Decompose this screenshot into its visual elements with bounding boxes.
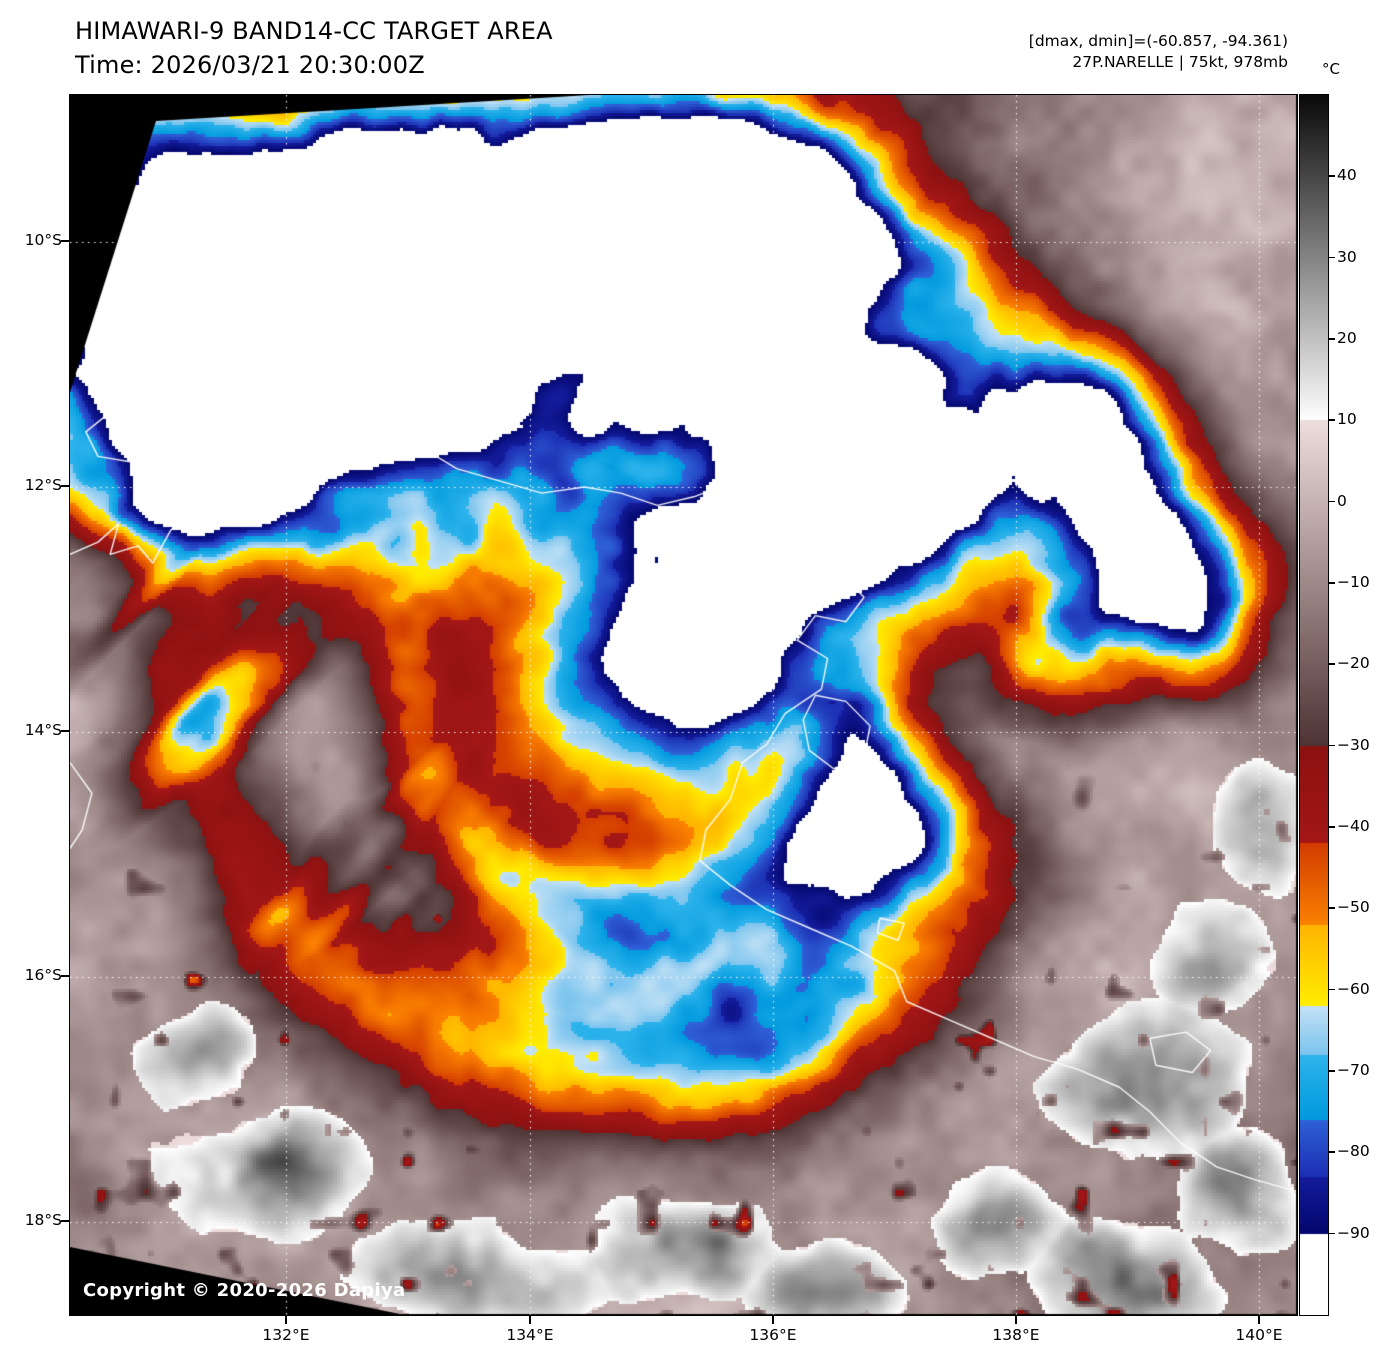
colorbar-tick	[1329, 1232, 1335, 1235]
colorbar-tick-label: −10	[1337, 573, 1370, 591]
lat-tick	[61, 485, 69, 487]
figure-title: HIMAWARI-9 BAND14-CC TARGET AREA	[75, 17, 553, 45]
colorbar-tick-label: 0	[1337, 491, 1347, 510]
colorbar-tick-label: 30	[1337, 247, 1357, 266]
lon-tick	[285, 1316, 287, 1324]
colorbar-tick-label: 10	[1337, 410, 1357, 429]
colorbar-tick	[1329, 256, 1335, 259]
colorbar-tick-label: 40	[1337, 166, 1357, 185]
colorbar-tick-label: −60	[1337, 979, 1370, 998]
colorbar-tick	[1329, 338, 1335, 340]
colorbar-tick	[1329, 663, 1335, 665]
lon-tick	[1015, 1316, 1017, 1324]
figure-time: Time: 2026/03/21 20:30:00Z	[75, 51, 425, 79]
colorbar-tick-label: −70	[1337, 1061, 1370, 1079]
colorbar-tick	[1329, 419, 1335, 421]
colorbar	[1299, 94, 1329, 1316]
dmax-dmin-readout: [dmax, dmin]=(-60.857, -94.361)	[1028, 32, 1288, 50]
colorbar-gradient	[1300, 95, 1328, 1315]
lat-tick-label: 16°S	[24, 966, 62, 984]
satellite-image	[70, 95, 1297, 1315]
figure-header: HIMAWARI-9 BAND14-CC TARGET AREA Time: 2…	[75, 14, 553, 82]
lon-tick	[1258, 1316, 1260, 1324]
lat-tick	[61, 240, 69, 242]
lat-tick-label: 18°S	[24, 1211, 62, 1229]
map-area: Copyright © 2020-2026 Dapiya	[69, 94, 1298, 1316]
lon-tick-label: 136°E	[749, 1326, 797, 1344]
colorbar-tick	[1329, 907, 1335, 909]
colorbar-tick	[1329, 175, 1335, 177]
lon-tick-label: 134°E	[506, 1326, 554, 1344]
lon-tick	[772, 1316, 774, 1324]
colorbar-tick	[1329, 1070, 1335, 1072]
colorbar-tick-label: −20	[1337, 654, 1370, 673]
lon-tick-label: 132°E	[262, 1326, 310, 1344]
colorbar-tick-label: −40	[1337, 817, 1370, 835]
storm-info: 27P.NARELLE | 75kt, 978mb	[1072, 53, 1288, 71]
colorbar-tick	[1329, 744, 1335, 747]
colorbar-tick	[1329, 582, 1335, 584]
copyright-text: Copyright © 2020-2026 Dapiya	[83, 1280, 406, 1301]
figure-subheader: [dmax, dmin]=(-60.857, -94.361) 27P.NARE…	[1029, 31, 1288, 73]
lat-tick-label: 14°S	[24, 721, 62, 739]
colorbar-tick	[1329, 826, 1335, 828]
lat-tick	[61, 1220, 69, 1222]
lat-tick	[61, 975, 69, 977]
colorbar-tick-label: −80	[1337, 1142, 1370, 1161]
colorbar-tick	[1329, 1151, 1335, 1153]
lat-tick-label: 10°S	[24, 231, 62, 249]
lon-tick	[529, 1316, 531, 1324]
lat-tick-label: 12°S	[24, 476, 62, 494]
colorbar-tick	[1329, 500, 1335, 503]
colorbar-tick-label: 20	[1337, 329, 1357, 347]
lat-tick	[61, 730, 69, 732]
colorbar-tick-label: −90	[1337, 1223, 1370, 1242]
colorbar-tick	[1329, 988, 1335, 991]
colorbar-unit-label: °C	[1322, 60, 1340, 78]
colorbar-tick-label: −30	[1337, 735, 1370, 754]
colorbar-tick-label: −50	[1337, 898, 1370, 917]
lon-tick-label: 138°E	[992, 1326, 1040, 1344]
lon-tick-label: 140°E	[1235, 1326, 1283, 1344]
